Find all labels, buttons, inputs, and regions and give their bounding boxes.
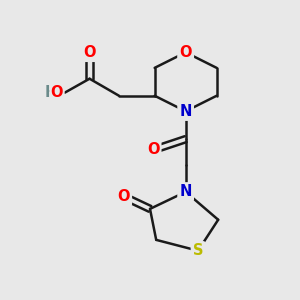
- Text: O: O: [83, 45, 96, 60]
- Text: O: O: [117, 189, 130, 204]
- Text: O: O: [147, 142, 159, 158]
- Text: N: N: [179, 104, 192, 119]
- Text: S: S: [193, 243, 203, 258]
- Text: H: H: [45, 85, 57, 100]
- Text: O: O: [179, 45, 192, 60]
- Text: N: N: [179, 184, 192, 199]
- Text: O: O: [51, 85, 63, 100]
